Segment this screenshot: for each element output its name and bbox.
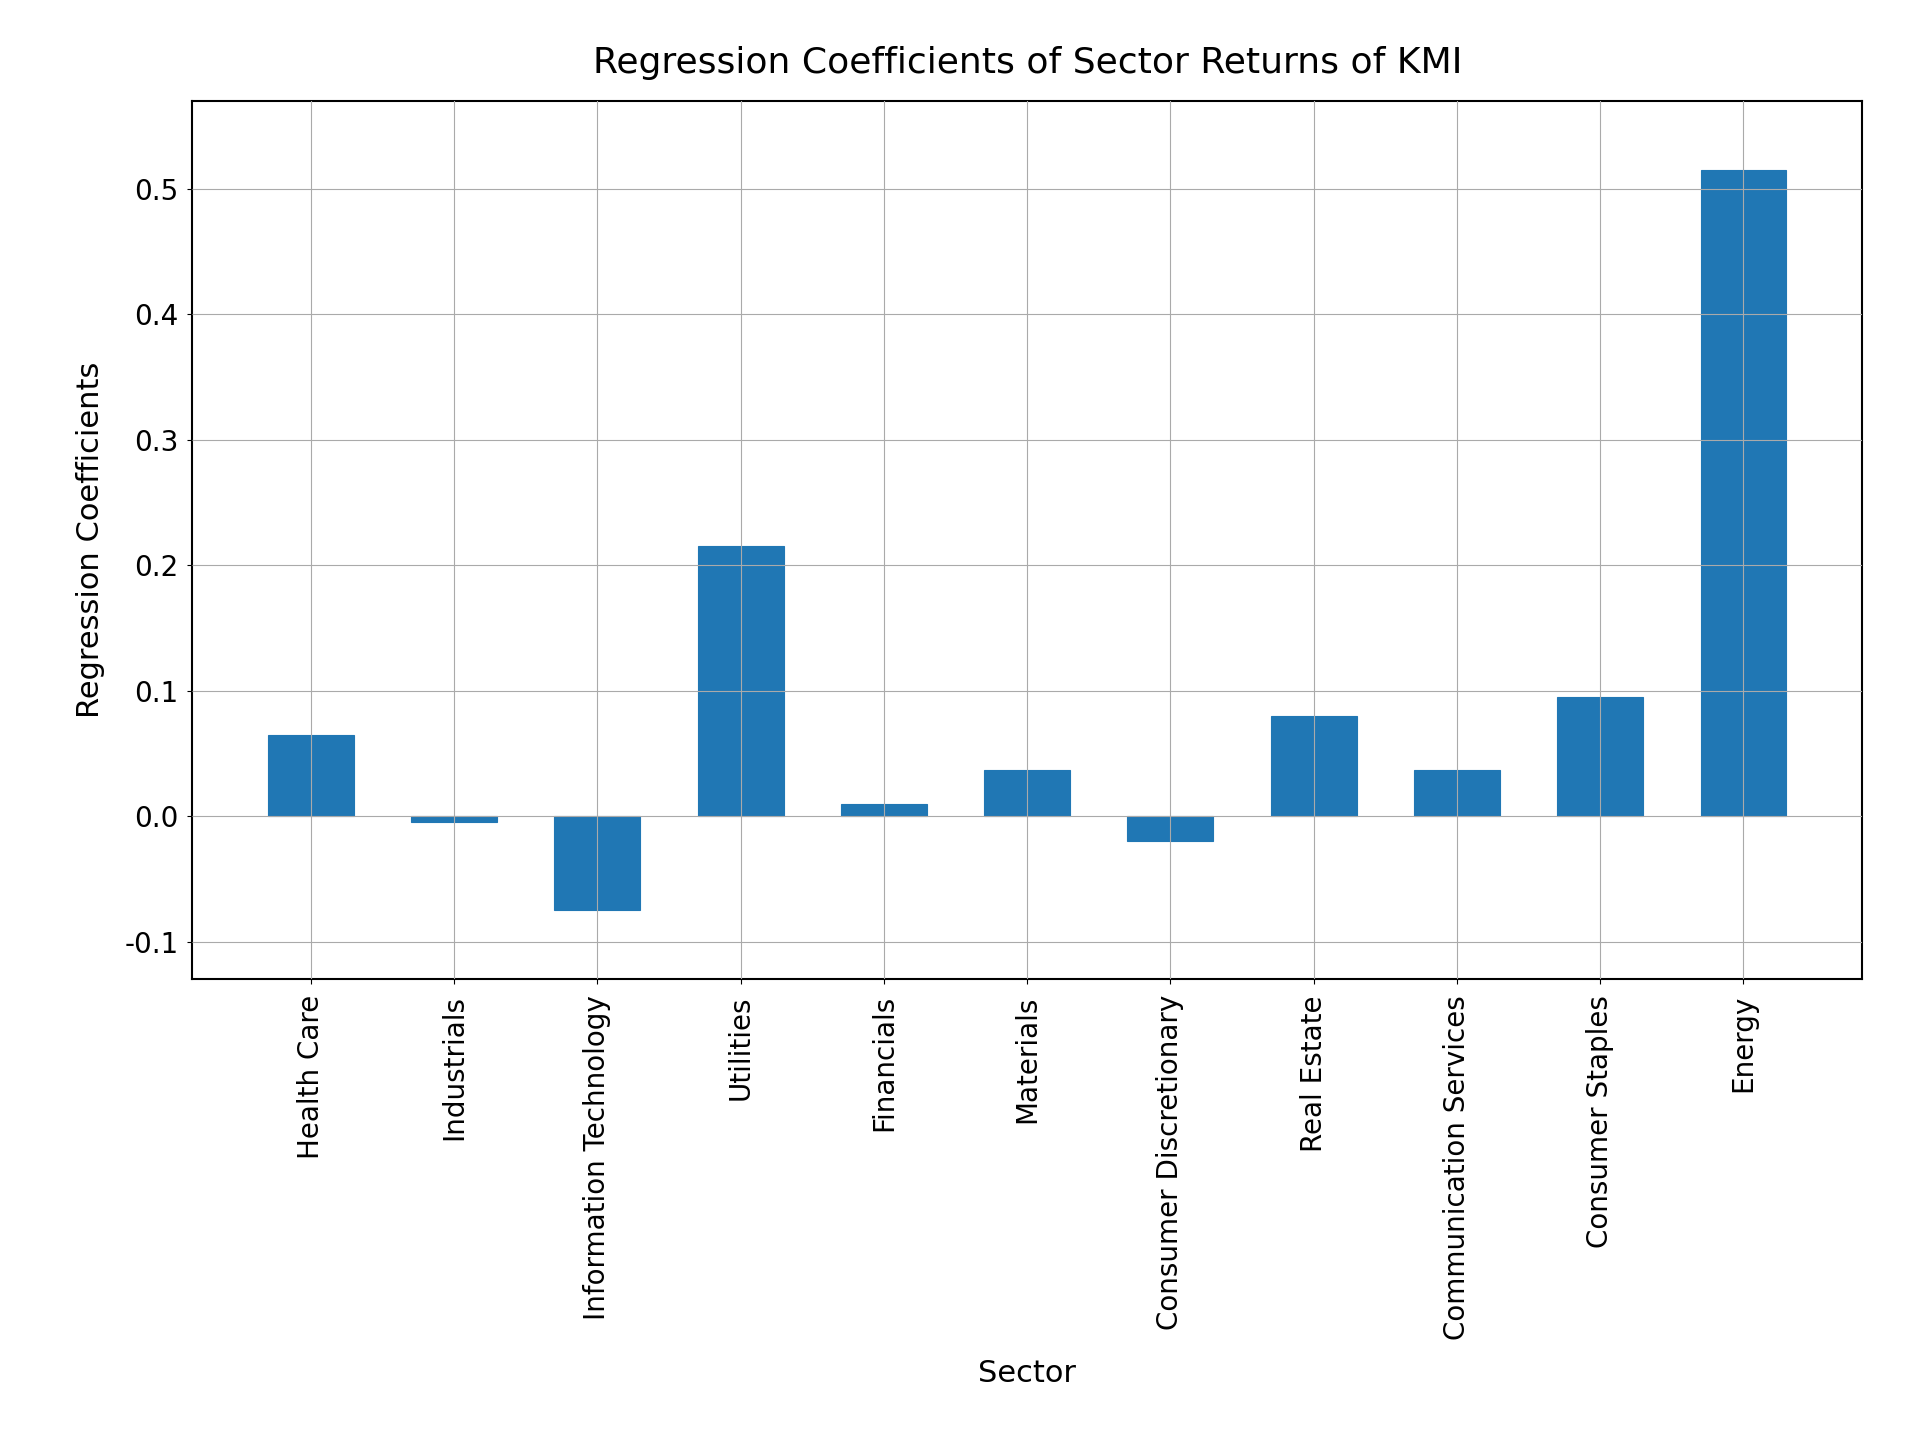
Bar: [555, 816, 641, 910]
Bar: [1701, 170, 1786, 816]
Bar: [841, 804, 927, 816]
Bar: [1271, 716, 1357, 816]
Bar: [411, 816, 497, 822]
Title: Regression Coefficients of Sector Returns of KMI: Regression Coefficients of Sector Return…: [593, 46, 1461, 81]
X-axis label: Sector: Sector: [977, 1359, 1077, 1388]
Bar: [1413, 769, 1500, 816]
Y-axis label: Regression Coefficients: Regression Coefficients: [77, 361, 106, 719]
Bar: [697, 546, 783, 816]
Bar: [985, 769, 1069, 816]
Bar: [1557, 697, 1644, 816]
Bar: [269, 734, 353, 816]
Bar: [1127, 816, 1213, 841]
